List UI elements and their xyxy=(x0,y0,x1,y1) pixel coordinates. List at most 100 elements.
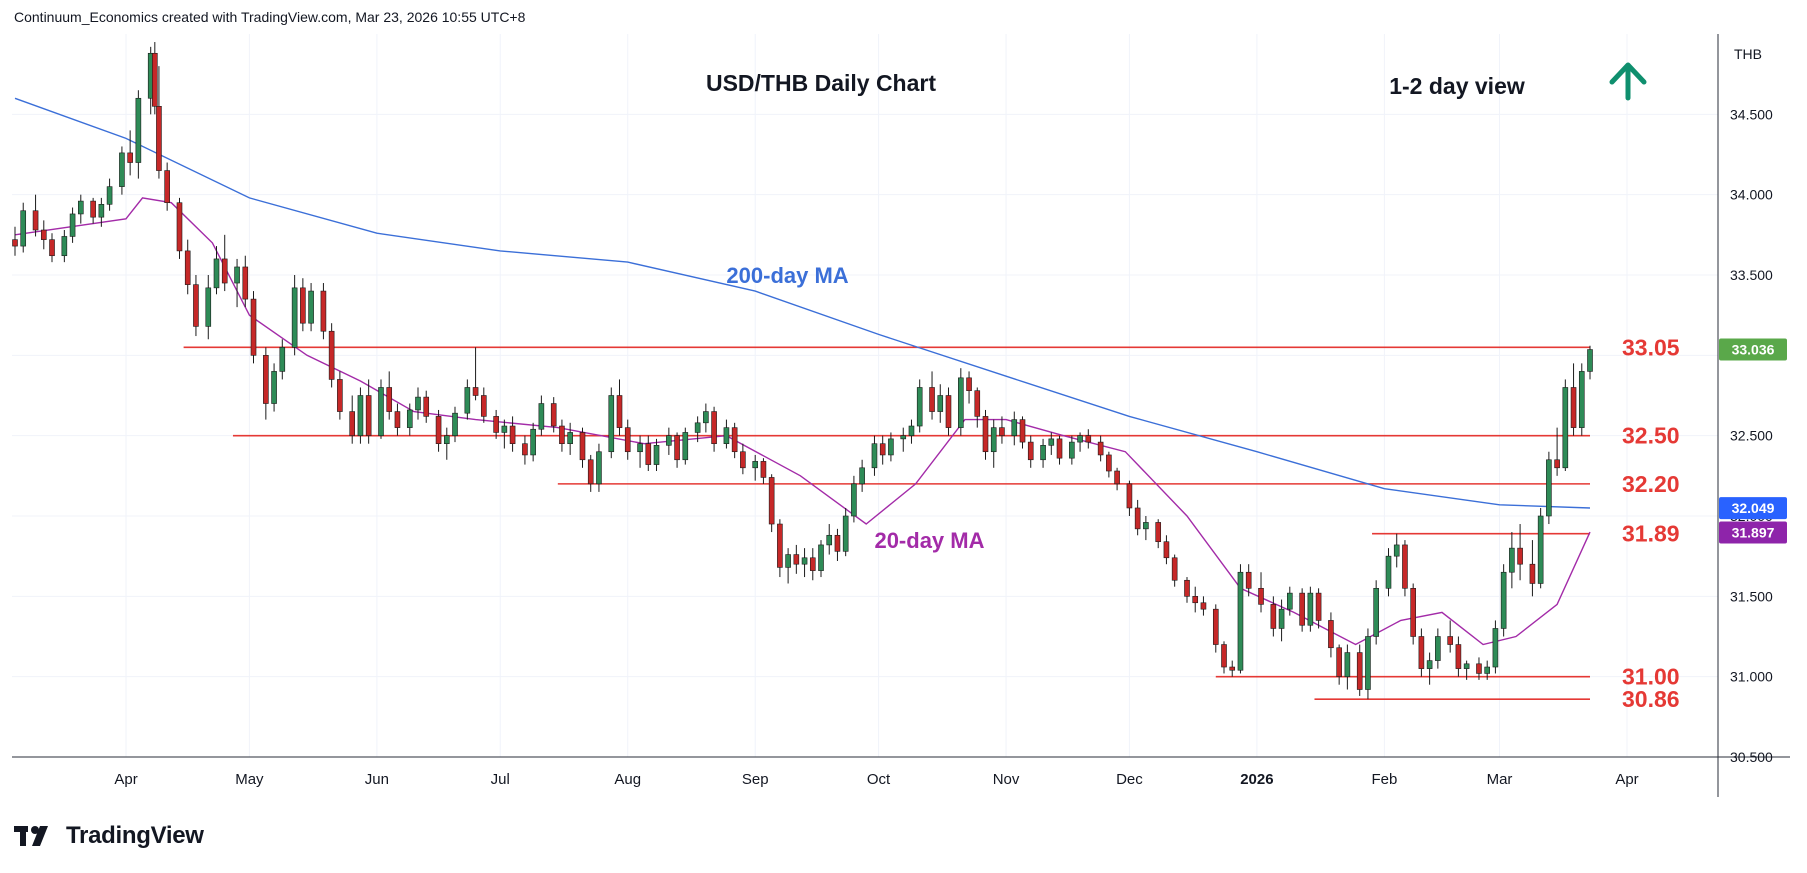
candle xyxy=(464,379,471,420)
candle-body xyxy=(1069,441,1075,459)
candle-body xyxy=(1258,587,1264,605)
candle xyxy=(1237,564,1244,674)
candle-body xyxy=(723,427,730,444)
y-axis: 34.50034.00033.50033.00032.50032.00031.5… xyxy=(1730,106,1773,765)
candle-body xyxy=(666,435,672,446)
moving-averages xyxy=(14,97,1591,646)
candle xyxy=(768,474,775,533)
candle xyxy=(501,419,508,449)
candle-body xyxy=(1134,507,1141,530)
candle-body xyxy=(1562,387,1569,469)
candle xyxy=(522,435,528,465)
candle-body xyxy=(1529,563,1536,584)
x-tick-label: Nov xyxy=(993,771,1020,788)
tradingview-logo-icon xyxy=(14,826,48,846)
candle-body xyxy=(1192,596,1199,604)
candle-body xyxy=(415,396,421,411)
candle xyxy=(1492,620,1499,674)
candle xyxy=(213,246,220,295)
candle-body xyxy=(990,427,997,453)
candle xyxy=(1418,628,1425,677)
candle xyxy=(608,387,615,459)
candle-body xyxy=(263,355,269,404)
candle-body xyxy=(1463,663,1470,669)
candle-body xyxy=(785,554,791,568)
candle xyxy=(1258,572,1264,613)
price-badge-label: 32.049 xyxy=(1732,500,1775,516)
candle xyxy=(1554,427,1560,476)
level-label: 32.50 xyxy=(1622,423,1680,449)
candle-body xyxy=(135,97,142,163)
candle xyxy=(666,427,672,455)
candle-body xyxy=(567,432,573,445)
candle xyxy=(1562,379,1569,472)
candle xyxy=(193,275,199,337)
candle-body xyxy=(234,266,240,284)
candle xyxy=(1476,657,1482,680)
candle xyxy=(966,371,972,404)
candle-body xyxy=(49,239,55,257)
tradingview-logo-text: TradingView xyxy=(66,822,204,849)
candle xyxy=(1455,636,1462,677)
candle-body xyxy=(888,438,894,456)
candle xyxy=(871,435,878,476)
candle xyxy=(152,42,158,115)
candle-body xyxy=(752,461,759,469)
candle-body xyxy=(793,554,800,565)
candle-body xyxy=(1509,547,1515,573)
candle-body xyxy=(1011,419,1018,436)
candle xyxy=(77,194,84,224)
candle xyxy=(493,409,499,439)
candle xyxy=(1587,345,1593,380)
candle xyxy=(1393,533,1400,568)
candle-body xyxy=(1237,571,1244,671)
candle xyxy=(1500,564,1507,637)
candle-body xyxy=(801,557,808,565)
candle-body xyxy=(156,106,162,171)
candle-body xyxy=(1315,592,1322,621)
candle-body xyxy=(1578,371,1585,428)
candle-body xyxy=(674,435,680,461)
candle xyxy=(579,427,586,468)
candle-body xyxy=(859,467,865,485)
candle xyxy=(842,507,849,557)
candle-body xyxy=(1447,636,1453,645)
y-tick-label: 34.500 xyxy=(1730,106,1773,122)
candle xyxy=(357,387,364,444)
candles xyxy=(12,42,1593,700)
candle-body xyxy=(501,425,508,433)
candle xyxy=(349,395,356,444)
x-tick-label: Apr xyxy=(1615,771,1638,788)
candle-body xyxy=(193,284,199,327)
candle xyxy=(879,435,886,465)
view-label: 1-2 day view xyxy=(1389,73,1525,99)
candle xyxy=(1077,432,1083,452)
chart-labels: USD/THB Daily Chart 1-2 day view THB 200-da… xyxy=(706,46,1762,553)
candle xyxy=(263,347,269,420)
candle-body xyxy=(826,534,833,546)
candle-body xyxy=(1200,602,1207,610)
candle xyxy=(809,548,816,581)
x-tick-label: Aug xyxy=(614,771,641,788)
candle xyxy=(1287,586,1293,616)
candle-body xyxy=(1307,592,1314,626)
candle xyxy=(1056,435,1063,465)
candle-body xyxy=(40,229,47,240)
x-tick-label: Jul xyxy=(491,771,510,788)
candle-body xyxy=(480,395,487,417)
candle-body xyxy=(1554,459,1560,469)
level-label: 32.20 xyxy=(1622,471,1680,497)
candle xyxy=(291,275,298,356)
candle-body xyxy=(637,443,643,453)
candle xyxy=(127,130,133,176)
candle xyxy=(184,239,191,295)
candle xyxy=(1426,652,1433,685)
candle xyxy=(929,371,935,420)
candle-body xyxy=(90,200,96,218)
candle-body xyxy=(1270,604,1277,629)
candle-body xyxy=(522,443,528,456)
candle-body xyxy=(653,445,660,465)
candle-body xyxy=(443,435,450,444)
